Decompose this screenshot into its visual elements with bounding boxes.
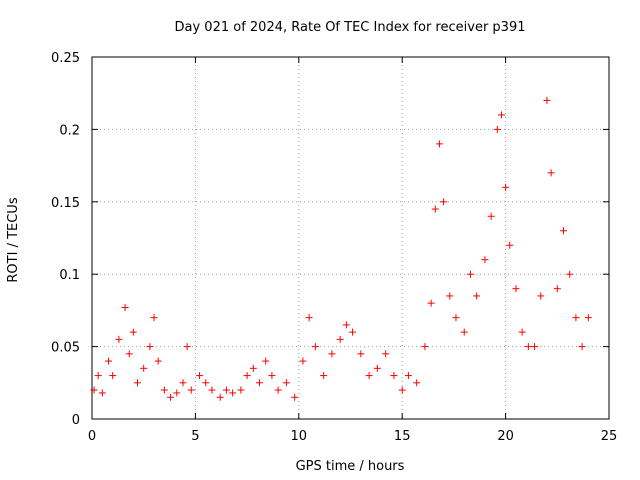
data-point: [105, 357, 113, 365]
data-point: [524, 343, 532, 351]
data-point: [160, 386, 168, 394]
data-point: [249, 364, 257, 372]
data-point: [320, 372, 328, 380]
data-point: [167, 393, 175, 401]
data-point: [187, 386, 195, 394]
data-point: [237, 386, 245, 394]
data-point: [537, 292, 545, 300]
data-point: [578, 343, 586, 351]
data-point: [452, 314, 460, 322]
data-point: [390, 372, 398, 380]
data-point: [584, 314, 592, 322]
data-point: [460, 328, 468, 336]
data-point: [487, 212, 495, 220]
data-point: [497, 111, 505, 119]
data-point: [256, 379, 264, 387]
plot-frame: [91, 56, 610, 420]
data-point: [413, 379, 421, 387]
y-tick-label: 0.2: [59, 123, 80, 138]
axis-ticks: 0 5 10 15 20 25 0 0.05 0.1 0.15 0.2 0.25: [51, 51, 617, 444]
x-tick-label: 10: [291, 429, 308, 444]
data-point: [502, 183, 510, 191]
data-point: [531, 343, 539, 351]
data-point: [560, 227, 568, 235]
data-point: [146, 343, 154, 351]
x-tick-label: 5: [191, 429, 199, 444]
chart-title: Day 021 of 2024, Rate Of TEC Index for r…: [175, 20, 526, 35]
data-point: [268, 372, 276, 380]
data-point: [572, 314, 580, 322]
data-point: [382, 350, 390, 358]
data-point: [299, 357, 307, 365]
data-point: [373, 364, 381, 372]
grid: [92, 57, 609, 419]
data-point: [398, 386, 406, 394]
data-point: [466, 270, 474, 278]
data-point: [140, 364, 148, 372]
data-point: [328, 350, 336, 358]
data-point: [115, 335, 123, 343]
data-point: [229, 389, 237, 397]
x-tick-label: 15: [394, 429, 411, 444]
data-point: [427, 299, 435, 307]
y-axis-label: ROTI / TECUs: [6, 197, 21, 282]
x-axis-label: GPS time / hours: [296, 459, 405, 474]
data-point: [243, 372, 251, 380]
data-point: [566, 270, 574, 278]
data-point: [431, 205, 439, 213]
data-point: [208, 386, 216, 394]
data-point: [553, 285, 561, 293]
data-point: [129, 328, 137, 336]
data-point: [109, 372, 117, 380]
data-point: [404, 372, 412, 380]
data-point: [365, 372, 373, 380]
data-point: [518, 328, 526, 336]
data-point: [349, 328, 357, 336]
y-tick-label: 0.25: [51, 51, 80, 66]
data-point: [222, 386, 230, 394]
y-tick-label: 0: [72, 413, 80, 428]
data-point: [282, 379, 290, 387]
x-tick-label: 20: [497, 429, 514, 444]
data-point: [121, 304, 129, 312]
data-point: [274, 386, 282, 394]
data-point: [311, 343, 319, 351]
data-point: [291, 393, 299, 401]
y-tick-label: 0.05: [51, 341, 80, 356]
data-point: [506, 241, 514, 249]
data-point: [342, 321, 350, 329]
data-point: [98, 389, 106, 397]
y-tick-label: 0.1: [59, 268, 80, 283]
data-point: [262, 357, 270, 365]
data-point: [481, 256, 489, 264]
data-point: [216, 393, 224, 401]
data-point: [446, 292, 454, 300]
x-tick-label: 25: [601, 429, 618, 444]
data-point: [150, 314, 158, 322]
data-point: [305, 314, 313, 322]
data-point: [543, 96, 551, 104]
x-tick-label: 0: [88, 429, 96, 444]
data-point: [357, 350, 365, 358]
data-points: [90, 96, 592, 401]
data-point: [512, 285, 520, 293]
data-point: [173, 389, 181, 397]
data-point: [421, 343, 429, 351]
data-point: [154, 357, 162, 365]
y-tick-label: 0.15: [51, 196, 80, 211]
data-point: [202, 379, 210, 387]
data-point: [473, 292, 481, 300]
data-point: [547, 169, 555, 177]
data-point: [440, 198, 448, 206]
data-point: [133, 379, 141, 387]
data-point: [196, 372, 204, 380]
data-point: [435, 140, 443, 148]
data-point: [125, 350, 133, 358]
data-point: [94, 372, 102, 380]
data-point: [179, 379, 187, 387]
data-point: [183, 343, 191, 351]
data-point: [493, 125, 501, 133]
data-point: [336, 335, 344, 343]
